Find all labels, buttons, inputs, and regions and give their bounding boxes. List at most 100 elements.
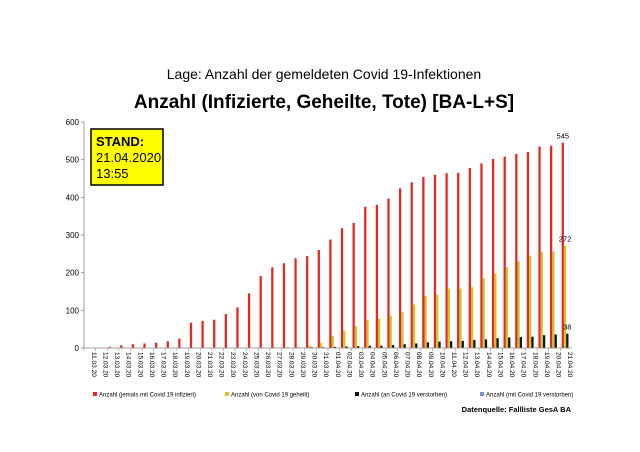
bar-infiziert [317,250,320,348]
x-tick-label: 30.03.20 [311,352,318,378]
legend-label: Anzahl (an Covid 19 verstorben) [361,393,447,399]
bar-geheilt [529,255,532,348]
x-tick-label: 26.03.20 [264,352,271,378]
y-tick-label: 200 [66,269,80,278]
x-tick-label: 24.03.20 [241,352,248,378]
bar-verstorben-an [333,346,337,348]
bar-verstorben-an [357,346,360,348]
x-tick-label: 08.04.20 [415,352,422,378]
bar-verstorben-an [345,346,348,348]
bar-geheilt [378,318,381,348]
legend: Anzahl (jemals mit Covid 19 infiziert) An… [93,392,573,399]
x-tick-label: 16.04.20 [508,352,515,378]
bar-infiziert [515,154,518,348]
bar-geheilt [459,288,462,348]
chart-supertitle: Lage: Anzahl der gemeldeten Covid 19-Inf… [167,66,481,82]
x-tick-label: 15.03.20 [136,352,143,378]
bar-infiziert [329,239,332,348]
bar-infiziert [468,167,471,348]
bar-geheilt [540,251,543,348]
x-tick-label: 27.03.20 [276,352,283,378]
bar-geheilt [563,245,567,348]
bar-geheilt [517,261,520,348]
stand-label: STAND: [96,134,144,149]
source-note: Datenquelle: Fallliste GesA BA [462,405,572,414]
bar-infiziert [561,142,564,348]
bar-geheilt [389,315,392,348]
bar-geheilt [308,345,311,348]
bar-infiziert [131,344,135,348]
bar-infiziert [364,206,367,348]
bar-verstorben-an [368,345,371,348]
x-tick-label: 11.03.20 [90,352,97,377]
bar-verstorben-an [542,335,546,348]
legend-swatch [355,392,359,396]
x-tick-label: 28.03.20 [287,352,294,378]
bar-verstorben-an [403,344,406,348]
bar-verstorben-an [484,339,488,348]
bar-infiziert [236,307,239,348]
bar-infiziert [422,176,425,348]
bar-geheilt [436,294,439,348]
x-tick-label: 16.03.20 [148,352,155,378]
y-tick-label: 600 [66,118,80,127]
y-tick-label: 100 [66,306,80,315]
bar-infiziert [154,342,158,348]
bar-geheilt [296,346,299,348]
bar-geheilt [343,330,346,348]
x-tick-label: 04.04.20 [369,352,376,378]
bar-infiziert [143,343,146,348]
x-tick-label: 13.03.20 [113,352,120,378]
bar-verstorben-an [554,334,557,348]
x-tick-label: 18.04.20 [531,352,538,378]
x-tick-label: 31.03.20 [322,352,329,378]
bar-geheilt [424,296,427,348]
x-tick-label: 12.04.20 [462,352,469,378]
data-label: 272 [559,235,572,244]
bar-infiziert [375,204,379,348]
stand-box: STAND: 21.04.2020 13:55 [90,128,164,186]
x-axis: 11.03.20 12.03.20 13.03.20 14.03.20 15.03.20… [83,347,573,378]
bar-verstorben-an [531,336,534,348]
x-tick-label: 06.04.20 [392,352,399,378]
bar-infiziert [247,293,251,348]
x-tick-label: 21.03.20 [206,352,213,378]
bar-infiziert [340,228,344,348]
bar-verstorben-an [461,340,464,348]
bar-infiziert [189,322,193,348]
bar-infiziert [410,182,413,348]
bar-infiziert [108,346,111,348]
x-tick-label: 15.04.20 [496,352,503,378]
bar-infiziert [445,173,448,348]
bar-infiziert [271,267,274,348]
bar-verstorben-an [391,344,395,348]
bar-infiziert [306,256,309,348]
bar-geheilt [447,288,450,348]
legend-label: Anzahl (jemals mit Covid 19 infiziert) [99,393,196,399]
chart-title: Anzahl (Infizierte, Geheilte, Tote) [BA-… [134,92,514,113]
bar-verstorben-an [438,341,441,348]
bar-infiziert [550,145,553,348]
bar-infiziert [387,198,390,348]
bar-verstorben-an [473,340,476,348]
bar-verstorben-an [380,345,383,348]
x-tick-label: 03.04.20 [357,352,364,378]
bar-verstorben-an [496,338,499,348]
data-labels: 545 272 38 [557,132,572,332]
bar-geheilt [319,342,323,348]
bar-infiziert [201,320,204,348]
x-tick-label: 10.04.20 [438,352,445,378]
bar-geheilt [331,335,334,348]
x-tick-label: 23.03.20 [229,352,236,378]
bar-verstorben-an [450,341,453,348]
x-tick-label: 19.03.20 [183,352,190,378]
bar-infiziert [457,172,460,348]
data-label: 545 [557,132,570,141]
bar-geheilt [470,286,474,348]
bar-infiziert [503,156,506,348]
bar-geheilt [494,273,497,348]
bar-geheilt [354,326,358,348]
bar-infiziert [294,258,297,348]
x-tick-label: 20.03.20 [194,352,201,378]
